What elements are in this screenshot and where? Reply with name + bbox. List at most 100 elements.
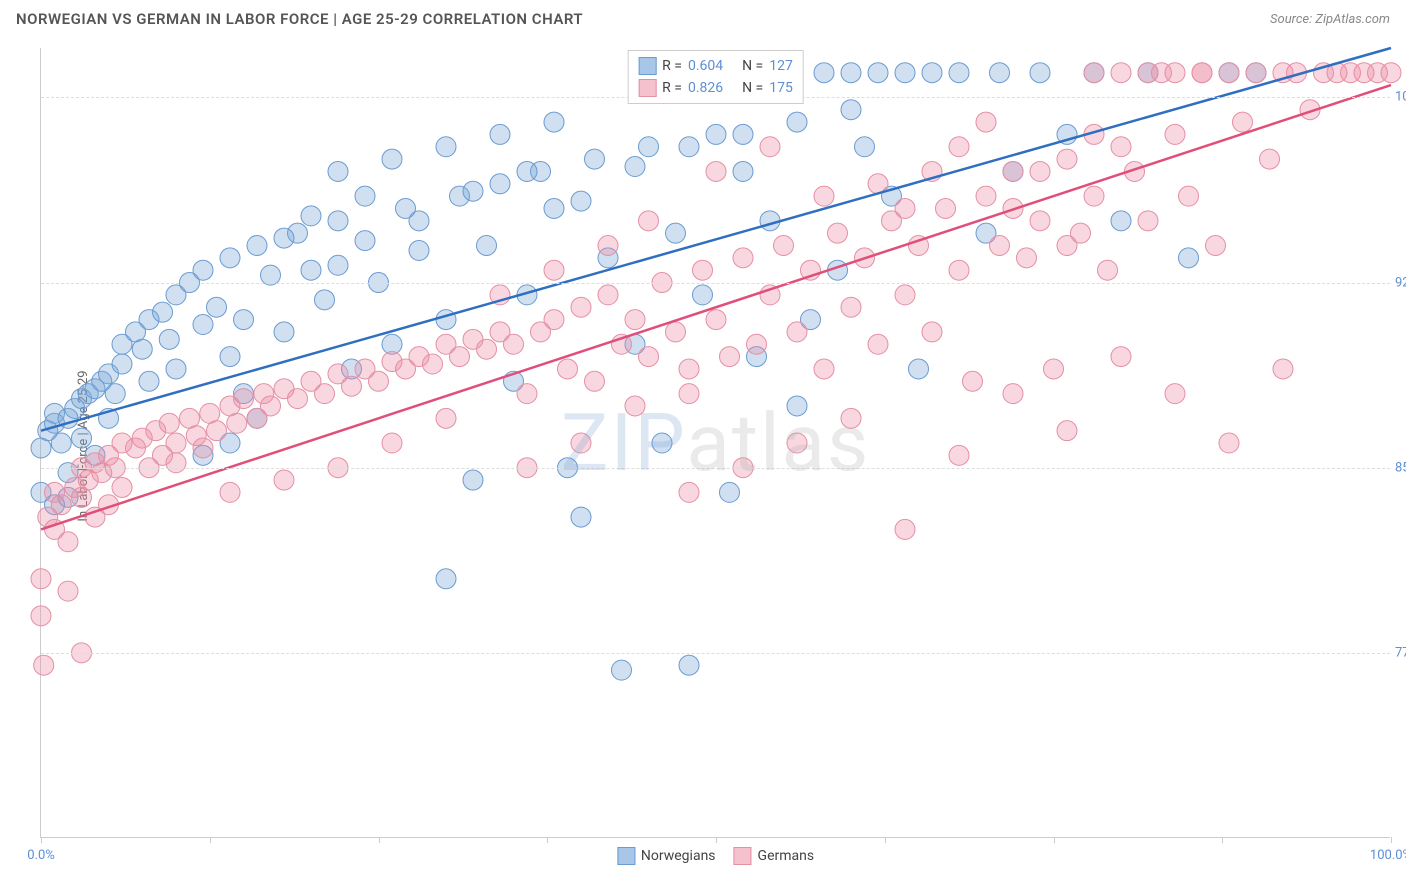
data-point: [342, 376, 362, 396]
data-point: [787, 322, 807, 342]
data-point: [571, 433, 591, 453]
legend-n-label: N =: [742, 80, 763, 96]
data-point: [477, 236, 497, 256]
data-point: [841, 63, 861, 83]
data-point: [328, 255, 348, 275]
data-point: [1219, 63, 1239, 83]
data-point: [841, 408, 861, 428]
data-point: [625, 157, 645, 177]
data-point: [720, 347, 740, 367]
legend-correlation: R =0.604 N =127R =0.826 N =175: [627, 50, 804, 104]
gridline: [41, 468, 1390, 469]
data-point: [423, 354, 443, 374]
data-point: [159, 329, 179, 349]
gridline: [41, 653, 1390, 654]
data-point: [139, 371, 159, 391]
data-point: [639, 211, 659, 231]
data-point: [895, 285, 915, 305]
data-point: [949, 445, 969, 465]
data-point: [1098, 260, 1118, 280]
data-point: [1138, 211, 1158, 231]
data-point: [328, 161, 348, 181]
data-point: [679, 482, 699, 502]
legend-swatch: [734, 847, 752, 865]
legend-r-label: R =: [662, 58, 682, 74]
data-point: [679, 655, 699, 675]
x-tick: [379, 837, 380, 843]
data-point: [787, 396, 807, 416]
data-point: [679, 384, 699, 404]
legend-r-label: R =: [662, 80, 682, 96]
data-point: [1138, 63, 1158, 83]
x-tick: [1391, 837, 1392, 843]
legend-series-item: Germans: [734, 847, 815, 865]
data-point: [666, 223, 686, 243]
data-point: [571, 297, 591, 317]
legend-series-label: Norwegians: [641, 848, 716, 864]
data-point: [1165, 124, 1185, 144]
data-point: [1179, 248, 1199, 268]
data-point: [760, 137, 780, 157]
data-point: [1381, 63, 1401, 83]
data-point: [504, 334, 524, 354]
data-point: [1111, 137, 1131, 157]
data-point: [166, 359, 186, 379]
data-point: [166, 453, 186, 473]
data-point: [895, 519, 915, 539]
data-point: [544, 260, 564, 280]
data-point: [693, 285, 713, 305]
data-point: [409, 211, 429, 231]
data-point: [288, 389, 308, 409]
data-point: [571, 507, 591, 527]
data-point: [207, 421, 227, 441]
y-tick-label: 77.5%: [1395, 645, 1406, 660]
data-point: [990, 63, 1010, 83]
data-point: [963, 371, 983, 391]
data-point: [787, 112, 807, 132]
data-point: [193, 438, 213, 458]
data-point: [450, 347, 470, 367]
data-point: [625, 396, 645, 416]
data-point: [814, 63, 834, 83]
data-point: [787, 433, 807, 453]
data-point: [747, 334, 767, 354]
data-point: [490, 174, 510, 194]
data-point: [1273, 359, 1293, 379]
legend-swatch: [638, 57, 656, 75]
legend-swatch: [617, 847, 635, 865]
data-point: [706, 310, 726, 330]
x-tick-label: 100.0%: [1370, 848, 1406, 863]
data-point: [1003, 161, 1023, 181]
data-point: [51, 495, 71, 515]
data-point: [355, 186, 375, 206]
data-point: [922, 63, 942, 83]
data-point: [733, 248, 753, 268]
data-point: [666, 322, 686, 342]
data-point: [436, 310, 456, 330]
data-point: [51, 433, 71, 453]
data-point: [1165, 384, 1185, 404]
data-point: [990, 236, 1010, 256]
data-point: [261, 396, 281, 416]
data-point: [922, 322, 942, 342]
data-point: [1192, 63, 1212, 83]
data-point: [1246, 63, 1266, 83]
data-point: [949, 63, 969, 83]
data-point: [207, 297, 227, 317]
data-point: [598, 236, 618, 256]
legend-r-value: 0.604: [688, 58, 723, 74]
legend-r-value: 0.826: [688, 80, 723, 96]
legend-series-item: Norwegians: [617, 847, 716, 865]
data-point: [639, 347, 659, 367]
data-point: [220, 347, 240, 367]
data-point: [1206, 236, 1226, 256]
data-point: [1111, 211, 1131, 231]
data-point: [571, 191, 591, 211]
data-point: [112, 477, 132, 497]
data-point: [1084, 63, 1104, 83]
x-tick: [210, 837, 211, 843]
data-point: [612, 660, 632, 680]
data-point: [166, 433, 186, 453]
data-point: [895, 63, 915, 83]
data-point: [1030, 161, 1050, 181]
